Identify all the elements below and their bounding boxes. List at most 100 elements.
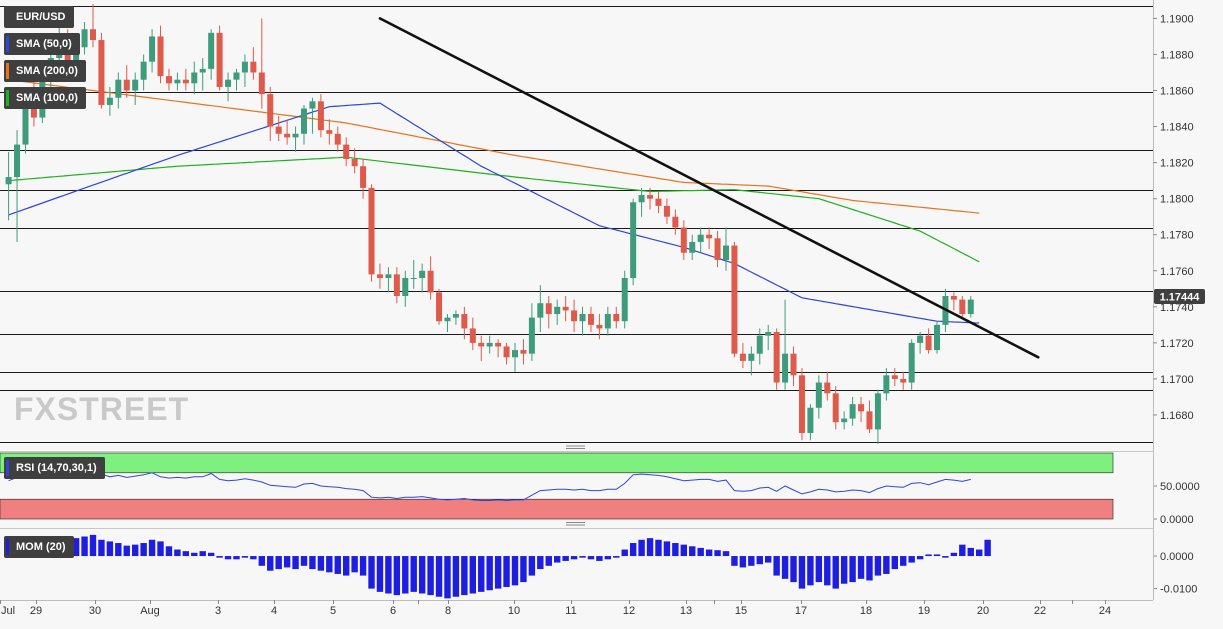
candle: [858, 396, 865, 423]
mom-bar: [334, 556, 341, 574]
mom-bar: [140, 543, 147, 557]
candle-body: [22, 104, 29, 145]
candle-body: [81, 29, 88, 48]
candle: [908, 339, 915, 390]
candle: [461, 306, 468, 340]
mom-bar: [427, 556, 434, 596]
mom-bar: [486, 556, 493, 591]
mom-bar: [376, 556, 384, 592]
mom-bar: [300, 556, 308, 566]
candle-body: [706, 234, 713, 239]
candle-body: [874, 393, 881, 430]
mom-bar: [874, 556, 882, 576]
candle-body: [554, 306, 561, 315]
candle-body: [301, 108, 307, 134]
mom-bar: [798, 556, 806, 589]
candle-body: [165, 76, 172, 84]
candle: [301, 104, 307, 145]
sma100-legend[interactable]: SMA (100,0): [4, 87, 86, 109]
panel-resize-handles[interactable]: [566, 445, 585, 526]
trendline-group[interactable]: [378, 17, 1040, 359]
candle-body: [419, 270, 426, 278]
time-tick-label: 10: [508, 605, 520, 617]
price-tick-label: 1.1680: [1160, 410, 1194, 422]
candle-body: [748, 353, 755, 361]
sma200-swatch: [6, 63, 9, 79]
last-price-badge-bg: [1154, 289, 1205, 304]
mom-bar: [731, 556, 738, 566]
mom-bar: [216, 556, 223, 558]
symbol-label: EUR/USD: [16, 11, 66, 23]
rsi-panel-resize-handle[interactable]: [566, 522, 585, 526]
candle: [891, 368, 898, 387]
mom-bar: [132, 544, 139, 557]
mom-bar: [832, 556, 839, 589]
mom-bar: [621, 549, 628, 557]
candle: [807, 404, 814, 441]
candle-body: [174, 79, 181, 84]
candle: [537, 285, 544, 333]
price-tick-label: 1.1780: [1160, 230, 1194, 242]
watermark: FXSTREET: [14, 391, 188, 427]
mom-bar: [950, 552, 958, 557]
mom-bar: [511, 556, 519, 586]
candle-body: [613, 314, 620, 322]
candle: [790, 346, 797, 387]
candle: [680, 220, 687, 260]
candle: [165, 68, 172, 91]
mom-bar: [283, 556, 291, 568]
mom-bar: [385, 556, 392, 594]
symbol-legend[interactable]: EUR/USD: [4, 6, 74, 28]
mom-bar: [520, 556, 527, 583]
time-tick-label: 20: [977, 605, 989, 617]
candle-body: [934, 324, 940, 351]
time-tick-label: 19: [918, 605, 930, 617]
mom-bar: [866, 556, 873, 581]
candle-body: [495, 342, 502, 347]
rsi-tick-label: 0.0000: [1160, 514, 1194, 526]
candle: [258, 18, 265, 109]
candle-body: [849, 404, 856, 419]
mom-bar: [570, 556, 578, 560]
mom-bar: [241, 556, 249, 558]
mom-bar: [562, 556, 569, 561]
mom-bar: [629, 543, 637, 557]
candle: [292, 126, 299, 152]
mom-bar: [309, 556, 316, 570]
time-tick-label: Aug: [140, 605, 160, 617]
mom-bar: [705, 549, 713, 557]
candle: [225, 72, 232, 102]
candle-body: [638, 195, 645, 203]
mom-bar: [916, 556, 924, 560]
candle: [554, 299, 561, 325]
sma50-legend[interactable]: SMA (50,0): [4, 33, 80, 55]
candle-body: [790, 353, 797, 376]
sma200-legend[interactable]: SMA (200,0): [4, 60, 86, 82]
mom-legend[interactable]: MOM (20): [4, 536, 74, 558]
candle-body: [537, 303, 544, 318]
candle-body: [866, 411, 873, 430]
candle-body: [326, 130, 333, 134]
time-tick-label: 17: [795, 605, 807, 617]
candle-body: [191, 72, 198, 84]
mom-bar: [714, 550, 721, 557]
candle: [216, 25, 223, 91]
candle: [149, 29, 156, 73]
candle-body: [798, 375, 805, 433]
mom-bar: [579, 556, 586, 558]
candle-body: [250, 61, 257, 73]
candle: [824, 371, 831, 401]
price-panel-resize-handle[interactable]: [566, 445, 585, 449]
candle-body: [123, 79, 130, 91]
candle-body: [469, 328, 476, 343]
candle-body: [393, 274, 400, 296]
rsi-legend[interactable]: RSI (14,70,30,1): [4, 457, 105, 479]
candle: [739, 342, 746, 369]
candle-body: [782, 353, 789, 383]
candle: [5, 151, 12, 221]
candle: [410, 259, 417, 289]
candle-body: [106, 97, 113, 105]
candle: [917, 332, 924, 354]
mom-bar: [849, 556, 856, 583]
